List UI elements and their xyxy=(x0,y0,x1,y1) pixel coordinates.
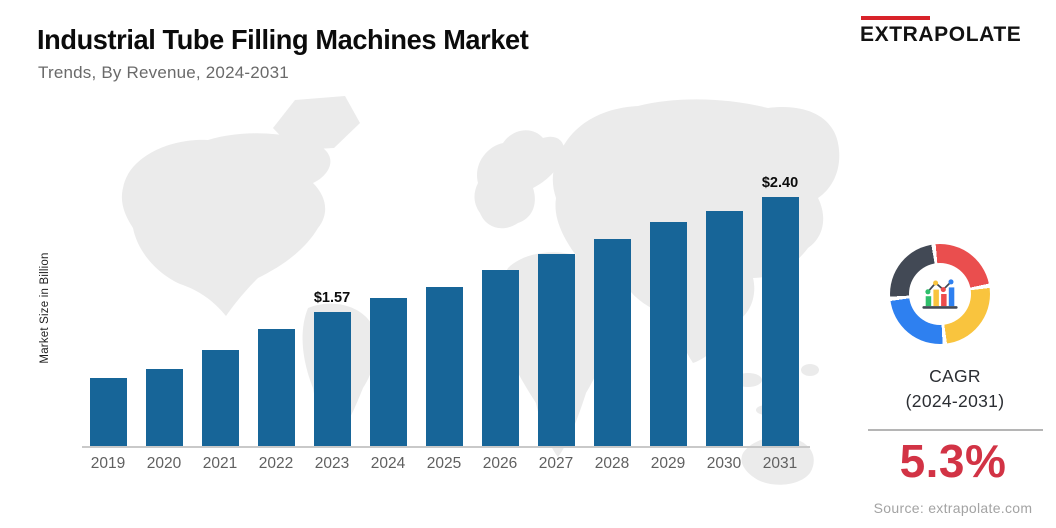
x-axis-tick-label: 2029 xyxy=(650,455,686,472)
cagr-label: CAGR xyxy=(929,366,981,386)
x-axis-tick-label: 2025 xyxy=(426,455,462,472)
page-title: Industrial Tube Filling Machines Market xyxy=(37,24,529,55)
bar xyxy=(257,328,295,447)
world-map-icon xyxy=(121,96,840,485)
x-axis-tick-label: 2024 xyxy=(370,455,406,472)
x-axis-tick-label: 2028 xyxy=(594,455,630,472)
cagr-label-block: CAGR (2024-2031) xyxy=(855,366,1055,412)
x-axis-tick-label: 2030 xyxy=(706,455,742,472)
x-axis-line xyxy=(82,446,810,448)
extrapolate-logo: EXTRAPOLATE xyxy=(860,16,1036,47)
bar xyxy=(537,253,575,447)
x-axis-tick-label: 2019 xyxy=(90,455,126,472)
bar xyxy=(649,221,687,447)
x-axis-tick-label: 2027 xyxy=(538,455,574,472)
bar xyxy=(593,238,631,447)
bar xyxy=(425,287,463,447)
source-text: Source: extrapolate.com xyxy=(873,500,1033,516)
bar xyxy=(89,377,127,447)
x-axis-tick-label: 2023 xyxy=(314,455,350,472)
bar-value-label: $2.40 xyxy=(761,174,799,191)
bar xyxy=(201,349,239,447)
x-axis-tick-label: 2031 xyxy=(762,455,798,472)
x-axis-tick-label: 2026 xyxy=(482,455,518,472)
x-axis-tick-label: 2020 xyxy=(146,455,182,472)
world-map-background xyxy=(108,88,848,488)
cagr-value: 5.3% xyxy=(899,435,1007,487)
y-axis-label: Market Size in Billion xyxy=(39,252,51,364)
cagr-donut-hole xyxy=(909,263,971,325)
bar xyxy=(705,210,743,447)
bar xyxy=(369,298,407,447)
bar xyxy=(481,270,519,447)
logo-text: EXTRAPOLATE xyxy=(860,23,1022,46)
logo-accent-line xyxy=(861,16,930,20)
cagr-period: (2024-2031) xyxy=(905,391,1005,411)
bar xyxy=(761,196,799,447)
bar-value-label: $1.57 xyxy=(313,290,351,307)
panel-divider xyxy=(868,429,1043,431)
bar xyxy=(145,369,183,447)
bar xyxy=(313,312,351,447)
mini-bar-chart-icon xyxy=(922,279,958,309)
cagr-donut-icon xyxy=(890,244,990,344)
page-subtitle: Trends, By Revenue, 2024-2031 xyxy=(38,63,289,82)
x-axis-tick-label: 2022 xyxy=(258,455,294,472)
x-axis-tick-label: 2021 xyxy=(202,455,238,472)
